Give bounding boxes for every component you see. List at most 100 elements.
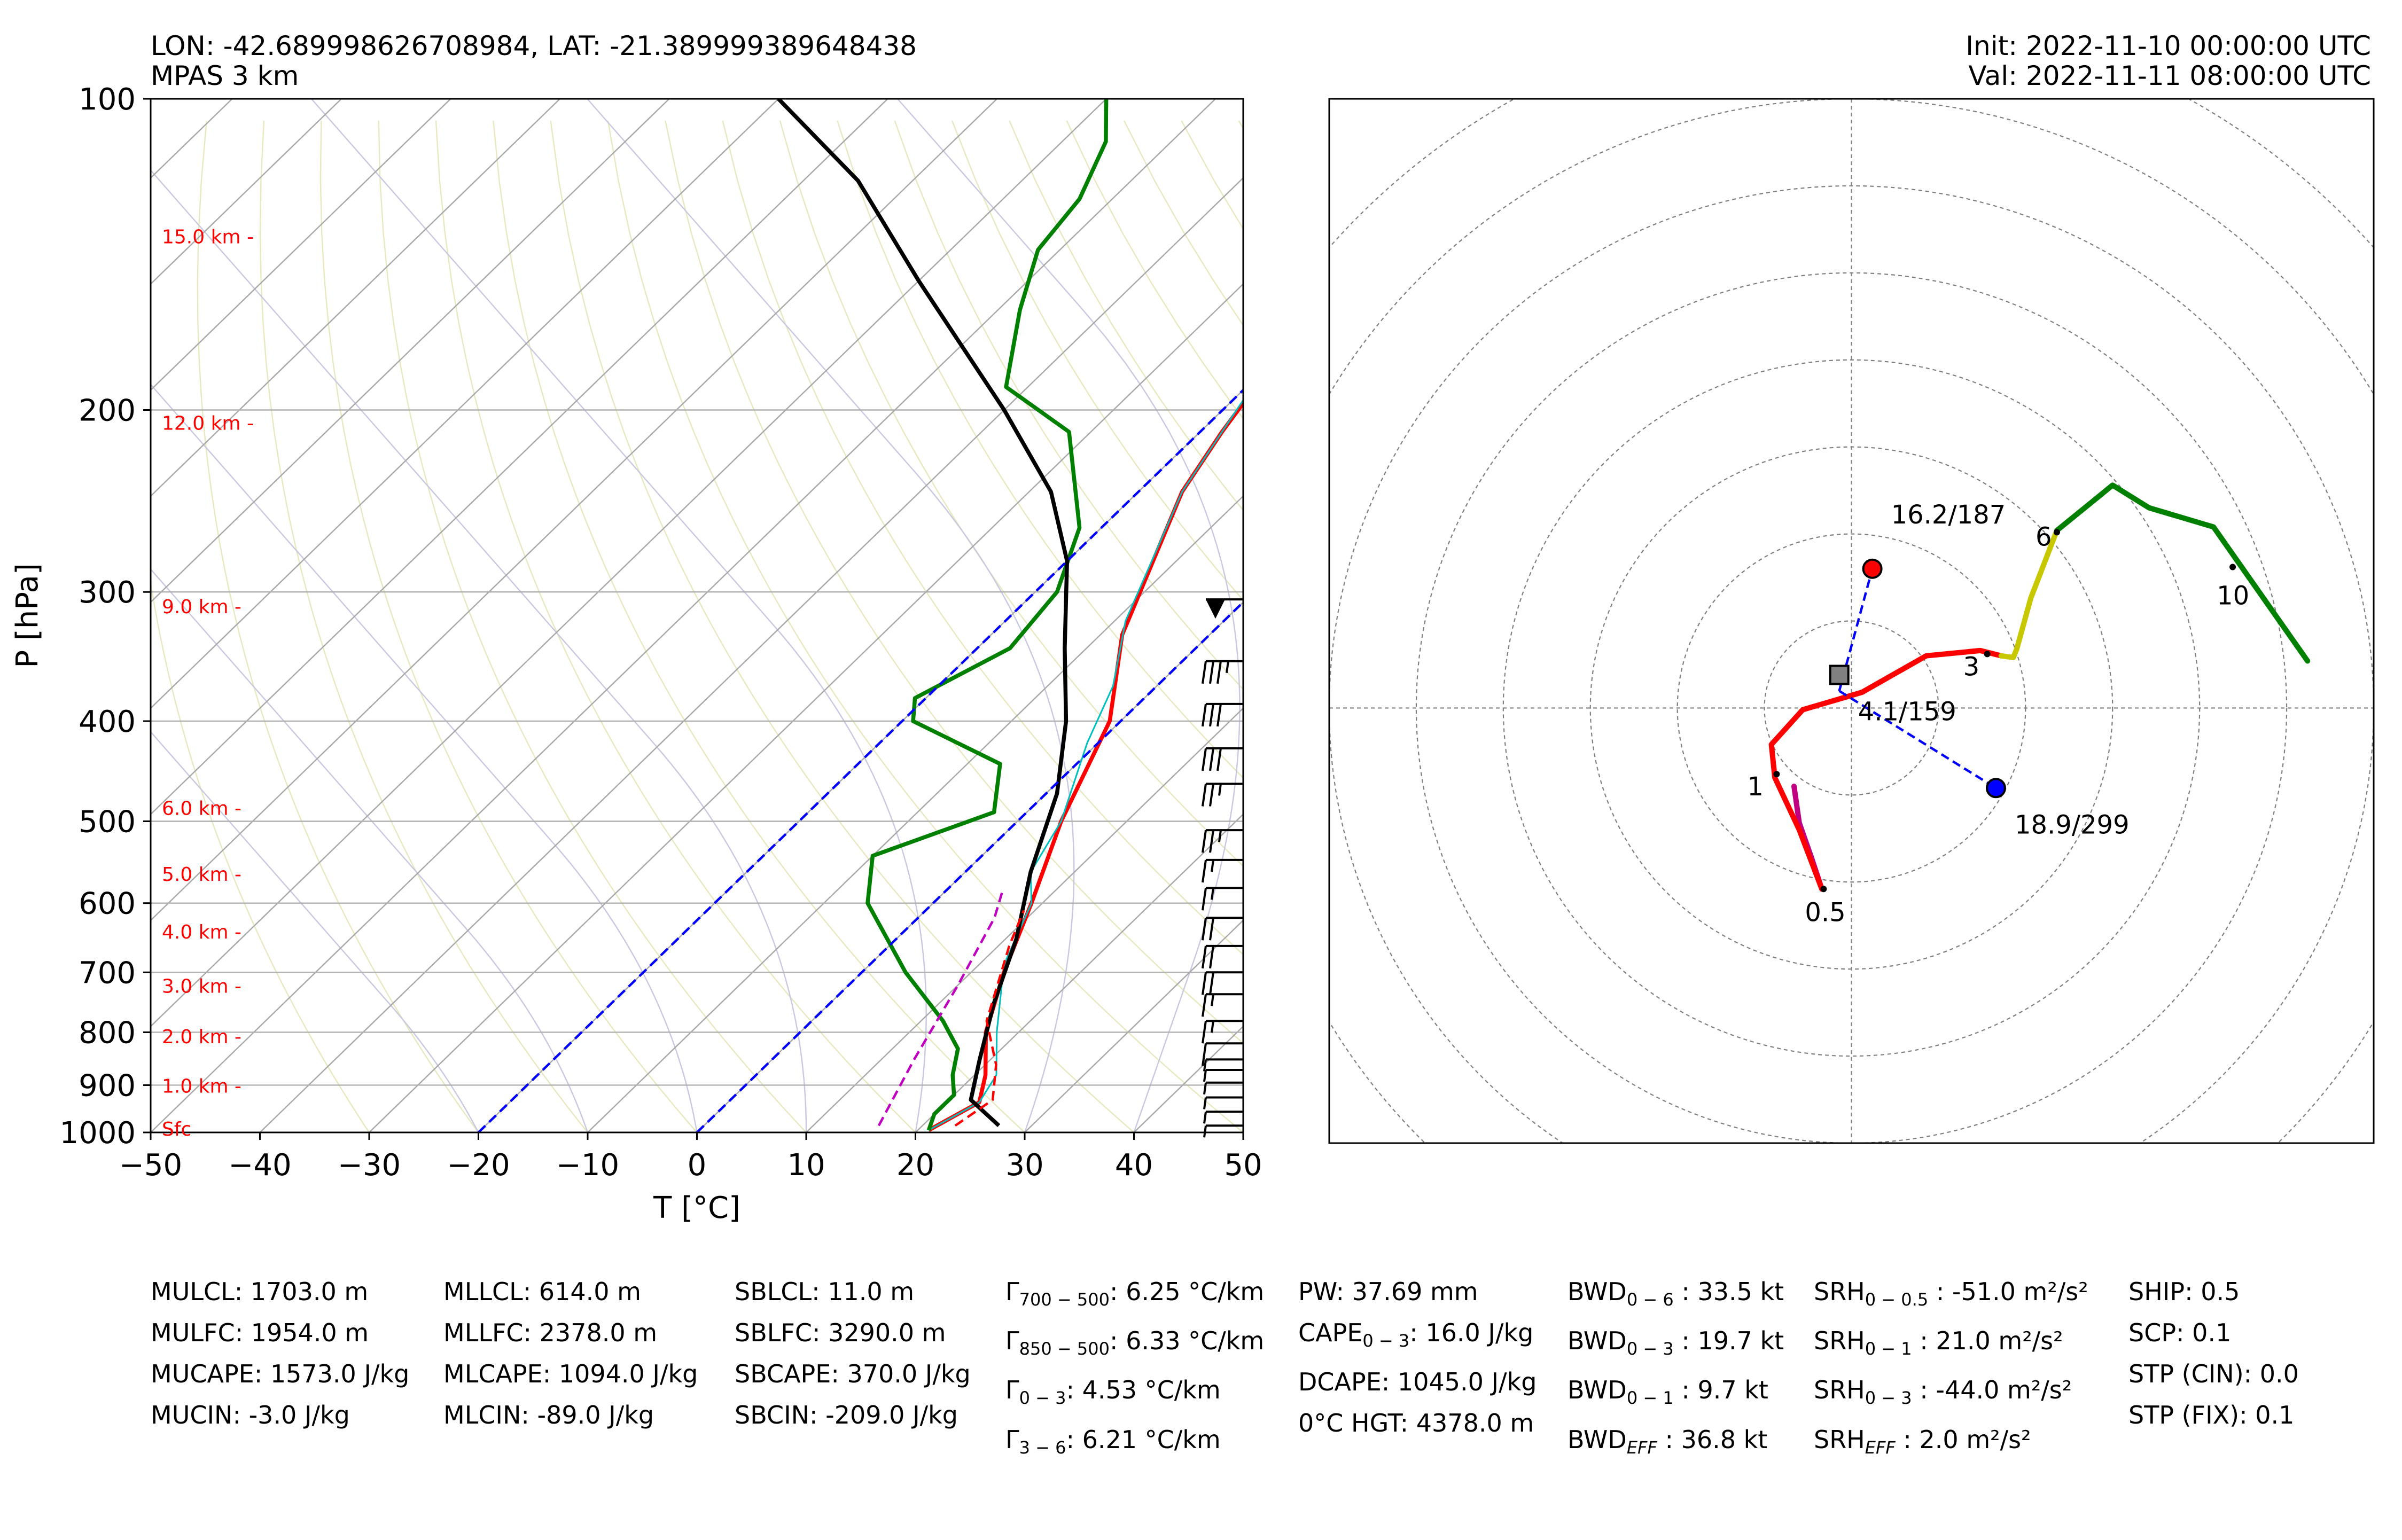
barb-full xyxy=(1209,661,1214,684)
y-tick-label: 300 xyxy=(79,575,136,610)
x-axis-label: T [°C] xyxy=(653,1191,740,1225)
barb-half xyxy=(1218,784,1222,796)
height-marker-label: 10 xyxy=(2217,581,2249,611)
y-tick-label: 1000 xyxy=(59,1116,136,1151)
dry-adiabat xyxy=(1411,121,2402,1154)
hodograph-grid xyxy=(1329,99,2374,1143)
hodo-segment-6-10-km xyxy=(2054,482,2311,664)
y-axis-label: P [hPa] xyxy=(10,563,45,668)
barb-half xyxy=(1211,887,1214,900)
dry-adiabat xyxy=(2042,121,2402,1154)
storm-motion-label: 16.2/187 xyxy=(1891,500,2006,530)
model-text: MPAS 3 km xyxy=(151,60,299,91)
param-mlcin: MLCIN: -89.0 J/kg xyxy=(443,1401,654,1429)
barb-full xyxy=(1202,859,1207,883)
param-lapse-3-6: Γ3 − 6: 6.21 °C/km xyxy=(1005,1425,1221,1458)
isotherm xyxy=(151,99,998,921)
dry-adiabat xyxy=(837,120,1243,779)
param-bwdeff: BWDEFF : 36.8 kt xyxy=(1567,1425,1768,1458)
param-sblfc: SBLFC: 3290.0 m xyxy=(735,1318,946,1347)
wind-barb xyxy=(1202,971,1243,995)
wind-barb xyxy=(1202,1020,1243,1044)
height-label: 1.0 km - xyxy=(162,1075,241,1097)
wind-barb xyxy=(1202,944,1243,969)
param-column-lapse: Γ700 − 500: 6.25 °C/km Γ850 − 500: 6.33 … xyxy=(1005,1271,1264,1468)
mean-wind-marker xyxy=(1829,665,1850,685)
x-tick-label: 40 xyxy=(1115,1148,1153,1183)
param-sbcape: SBCAPE: 370.0 J/kg xyxy=(735,1359,971,1388)
barb-half xyxy=(1218,830,1222,842)
wind-barbs xyxy=(1202,598,1243,1138)
wind-barb xyxy=(1202,1042,1243,1066)
height-label: Sfc xyxy=(162,1119,191,1140)
param-stp-cin: STP (CIN): 0.0 xyxy=(2128,1359,2299,1388)
barb-full xyxy=(1202,1043,1207,1066)
series-wetbulb-dashed xyxy=(877,887,1005,1127)
height-label: 12.0 km - xyxy=(162,412,254,434)
wind-barb xyxy=(1202,858,1243,883)
x-tick-label: 0 xyxy=(688,1148,707,1183)
param-frz-hgt: 0°C HGT: 4378.0 m xyxy=(1298,1409,1534,1438)
series-temperature xyxy=(927,400,1243,1132)
dry-adiabat xyxy=(894,120,1243,691)
barb-full xyxy=(1209,830,1214,853)
dry-adiabat xyxy=(1583,121,2402,1154)
series-virtual-temperature xyxy=(928,398,1243,1131)
param-srh005: SRH0 − 0.5 : -51.0 m²/s² xyxy=(1814,1277,2088,1310)
series-isotherm--20 xyxy=(477,388,1243,1132)
param-mllfc: MLLFC: 2378.0 m xyxy=(443,1318,658,1347)
param-mucin: MUCIN: -3.0 J/kg xyxy=(151,1401,350,1429)
param-bwd01: BWD0 − 1 : 9.7 kt xyxy=(1567,1375,1768,1409)
series-isotherm-0 xyxy=(696,600,1243,1132)
isotherm xyxy=(914,813,1243,1132)
barb-half xyxy=(1211,1020,1214,1033)
skewt-profiles xyxy=(477,99,1243,1132)
barb-full xyxy=(1216,748,1222,771)
param-lapse-700-500: Γ700 − 500: 6.25 °C/km xyxy=(1005,1277,1265,1310)
init-time: Init: 2022-11-10 00:00:00 UTC xyxy=(1966,30,2371,61)
dry-adiabat xyxy=(550,120,1135,1132)
dry-adiabat xyxy=(151,579,370,1132)
dry-adiabat xyxy=(722,120,1243,956)
barb-full xyxy=(1216,703,1222,727)
barb-full xyxy=(1209,917,1214,941)
param-lapse-850-500: Γ850 − 500: 6.33 °C/km xyxy=(1005,1326,1265,1359)
y-tick-label: 900 xyxy=(79,1068,136,1103)
series-parcel-dashed xyxy=(954,910,1025,1127)
param-column-sb: SBLCL: 11.0 m SBLFC: 3290.0 m SBCAPE: 37… xyxy=(735,1271,971,1436)
dry-adiabat xyxy=(319,120,698,1132)
height-label: 5.0 km - xyxy=(162,864,241,886)
isotherm xyxy=(151,99,779,709)
dry-adiabat xyxy=(951,120,1243,601)
dry-adiabat xyxy=(1870,121,2402,1154)
skewt-axes: 15.0 km - 12.0 km - 9.0 km - 6.0 km - 5.0 km… xyxy=(10,82,1262,1225)
dry-adiabat xyxy=(779,120,1243,867)
wind-barb xyxy=(1203,1068,1243,1082)
barb-full xyxy=(1202,972,1207,995)
x-tick-label: 10 xyxy=(787,1148,825,1183)
param-srh03: SRH0 − 3 : -44.0 m²/s² xyxy=(1814,1375,2072,1409)
barb-half xyxy=(1226,661,1229,674)
hodo-ring xyxy=(1329,99,2374,249)
height-label: 9.0 km - xyxy=(162,596,241,618)
barb-full xyxy=(1209,972,1214,995)
barb-half xyxy=(1203,1097,1207,1109)
barb-full xyxy=(1202,830,1207,853)
height-label: 3.0 km - xyxy=(162,975,241,997)
param-pw: PW: 37.69 mm xyxy=(1298,1277,1478,1306)
param-mulfc: MULFC: 1954.0 m xyxy=(151,1318,369,1347)
wind-barb xyxy=(1202,702,1243,727)
x-tick-label: −40 xyxy=(228,1148,291,1183)
height-marker-dot xyxy=(1984,651,1991,658)
barb-full xyxy=(1202,784,1207,807)
isotherm xyxy=(1133,1025,1243,1132)
hodograph-trace: 0.5 1 3 6 10 16.2/187 18.9/299 4.1/159 xyxy=(1747,482,2311,927)
barb-full xyxy=(1202,1020,1207,1044)
param-column-mu: MULCL: 1703.0 m MULFC: 1954.0 m MUCAPE: … xyxy=(151,1271,409,1436)
storm-motion-marker xyxy=(1985,778,2006,799)
isotherm xyxy=(151,99,670,603)
isotherm xyxy=(151,99,452,391)
dry-adiabat xyxy=(435,120,917,1132)
dry-adiabat xyxy=(259,120,589,1132)
x-tick-label: 50 xyxy=(1224,1148,1262,1183)
